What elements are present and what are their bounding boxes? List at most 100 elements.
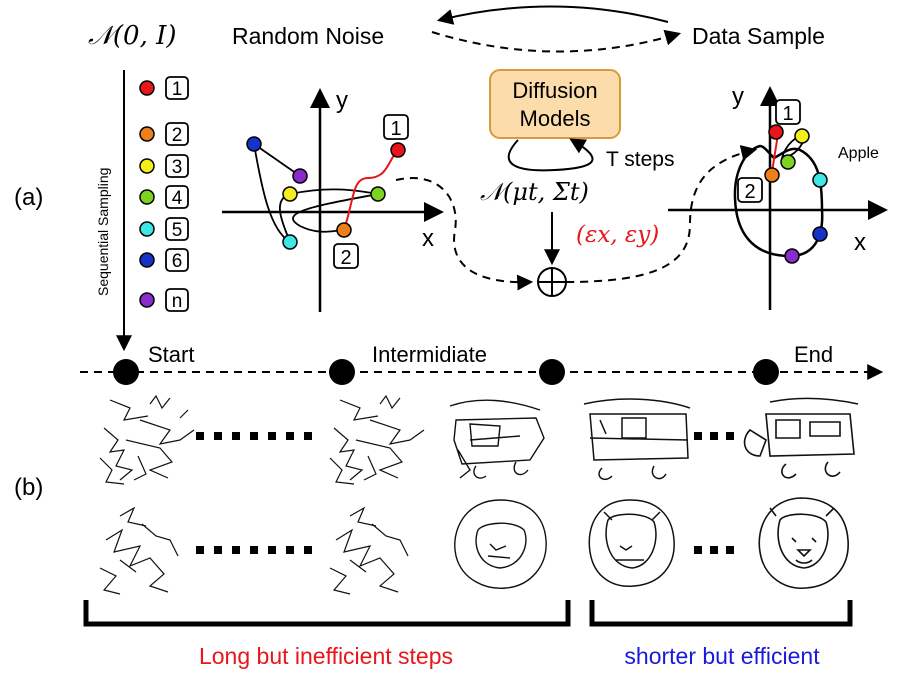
point-number: 6 (172, 251, 183, 272)
point-dot (139, 189, 155, 205)
panel-label-b: (b) (14, 474, 43, 501)
diffusion-box-line2: Models (520, 106, 591, 131)
caption-short-efficient: shorter but efficient (624, 643, 820, 669)
right-scatter-point (784, 248, 800, 264)
right-scatter-point (812, 172, 828, 188)
sketch-lion-intermediate-3 (588, 499, 675, 587)
sketch-lion-end (758, 497, 849, 589)
data-to-noise-arrow (436, 5, 669, 25)
point-dot (139, 126, 155, 142)
point-number-box (165, 185, 189, 209)
left-scatter-point (336, 222, 352, 238)
right-scatter-point (812, 226, 828, 242)
point-list-item: 2 (139, 122, 189, 146)
left-x-axis-label: x (422, 225, 434, 252)
sequential-sampling-label: Sequential Sampling (95, 168, 111, 296)
point-number-box (165, 122, 189, 146)
apple-label: Apple (838, 145, 879, 162)
right-scatter-point (780, 154, 796, 170)
right-x-axis-label: x (854, 229, 866, 256)
timeline-node-end (753, 359, 779, 385)
left-trajectory-red (343, 149, 399, 231)
point-number-box (165, 76, 189, 100)
point-dot (139, 80, 155, 96)
diffusion-box-line1: Diffusion (512, 78, 597, 103)
left-scatter-point (246, 136, 262, 152)
sketch-truck-intermediate-1 (329, 394, 425, 485)
random-noise-label: Random Noise (232, 23, 384, 49)
data-sample-label: Data Sample (692, 23, 825, 49)
point-number: 5 (172, 220, 183, 241)
left-point-tag-2: 2 (333, 243, 359, 269)
flow-to-sum-arrow (395, 177, 534, 291)
timeline-intermediate-label: Intermidiate (372, 342, 487, 367)
right-y-axis-label: y (732, 83, 744, 110)
point-dot (139, 158, 155, 174)
point-number: 2 (172, 125, 183, 146)
right-scatter-points (764, 124, 828, 264)
right-scatter-point (764, 167, 780, 183)
sketch-lion-intermediate-2 (454, 499, 547, 589)
point-list-item: 6 (139, 248, 189, 272)
sketch-truck-intermediate-2 (449, 399, 545, 479)
right-point-tag-2-text: 2 (744, 181, 755, 203)
left-scatter-point (282, 234, 298, 250)
point-number-box (165, 154, 189, 178)
dotted-ellipsis-row2-end (694, 546, 734, 554)
sketch-truck-start (99, 394, 195, 485)
point-dot (139, 252, 155, 268)
sketch-lion-start (99, 506, 179, 595)
sketch-lion-intermediate-1 (329, 506, 409, 595)
left-point-tag-1: 1 (383, 114, 409, 140)
left-scatter-point (390, 142, 406, 158)
dotted-ellipsis-row1-end (694, 432, 734, 440)
t-steps-loop (507, 138, 594, 172)
point-number-box (165, 288, 189, 312)
point-number-box (165, 217, 189, 241)
left-scatter-points (246, 136, 406, 250)
bracket-long (83, 600, 571, 627)
point-number: n (172, 291, 183, 312)
left-point-tag-2-text: 2 (340, 247, 351, 269)
dotted-ellipsis-row1 (196, 432, 312, 440)
timeline-start-label: Start (148, 342, 194, 367)
left-y-axis-label: y (336, 87, 348, 114)
sketch-truck-intermediate-3 (583, 398, 691, 480)
posterior-label: 𝒩(μt, Σt) (480, 178, 589, 206)
apple-stem (771, 133, 779, 173)
point-list-item: 1 (139, 76, 189, 100)
point-number: 3 (172, 157, 183, 178)
timeline-node-intermediate-2 (539, 359, 565, 385)
point-number: 1 (172, 79, 183, 100)
point-list-item: 4 (139, 185, 189, 209)
point-list-item: n (139, 288, 189, 312)
timeline-end-label: End (794, 342, 833, 367)
left-scatter-point (282, 186, 298, 202)
t-steps-label: T steps (606, 148, 674, 171)
point-dot (139, 292, 155, 308)
right-scatter-point (768, 124, 784, 140)
dotted-ellipsis-row2 (196, 546, 312, 554)
diffusion-models-box (489, 69, 621, 139)
left-scatter-point (292, 168, 308, 184)
noise-epsilon-label: (εx, εy) (576, 222, 659, 248)
point-number: 4 (172, 188, 183, 209)
left-trajectory (253, 143, 379, 243)
caption-long-inefficient: Long but inefficient steps (199, 643, 453, 669)
noise-distribution-label: 𝒩(0, I) (88, 21, 177, 51)
noise-to-data-arrow (431, 29, 682, 53)
left-scatter-point (370, 186, 386, 202)
timeline-node-start (113, 359, 139, 385)
bracket-short (589, 600, 853, 627)
right-point-tag-2: 2 (737, 177, 763, 203)
point-number-box (165, 248, 189, 272)
panel-label-a: (a) (14, 184, 43, 211)
right-scatter-point (794, 128, 810, 144)
point-dot (139, 221, 155, 237)
point-list-item: 3 (139, 154, 189, 178)
left-point-tag-1-text: 1 (390, 118, 401, 140)
point-list-item: 5 (139, 217, 189, 241)
right-point-tag-1: 1 (775, 99, 801, 125)
